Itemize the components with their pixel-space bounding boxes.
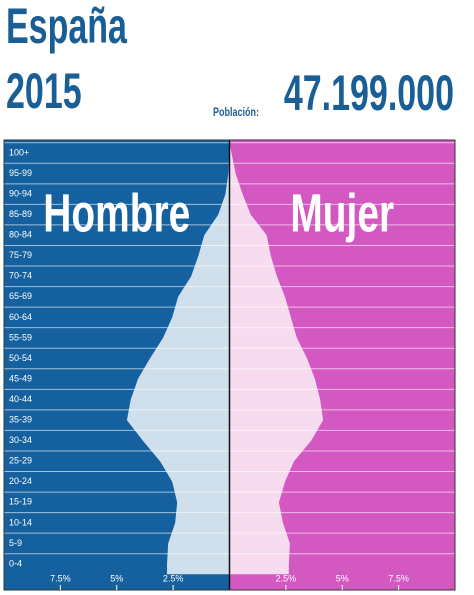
year: 2015 [6,64,82,120]
age-label: 85-89 [9,209,32,219]
age-label: 35-39 [9,415,32,425]
age-label: 95-99 [9,168,32,178]
age-label: 5-9 [9,538,22,548]
age-label: 65-69 [9,291,32,301]
age-label: 10-14 [9,517,32,527]
age-label: 45-49 [9,373,32,383]
x-tick-label: 5% [336,573,349,583]
x-tick-label: 5% [110,573,123,583]
x-tick-label: 2.5% [276,573,297,583]
age-label: 20-24 [9,476,32,486]
age-label: 50-54 [9,353,32,363]
population: 47.199.000 [284,66,454,122]
age-label: 25-29 [9,456,32,466]
population-label: Población: [213,106,259,120]
age-label: 40-44 [9,394,32,404]
age-label: 70-74 [9,271,32,281]
population-area [126,142,230,575]
age-label: 90-94 [9,188,32,198]
age-label: 60-64 [9,312,32,322]
age-label: 15-19 [9,497,32,507]
age-label: 0-4 [9,558,22,568]
legend-label: Mujer [290,182,394,243]
x-tick-label: 2.5% [163,573,184,583]
age-label: 30-34 [9,435,32,445]
age-label: 75-79 [9,250,32,260]
x-tick-label: 7.5% [388,573,409,583]
x-tick-label: 7.5% [50,573,71,583]
population-area [229,142,324,575]
legend-label: Hombre [43,182,190,243]
age-label: 55-59 [9,332,32,342]
age-label: 100+ [9,147,29,157]
title: España [6,0,128,55]
frame [3,139,456,591]
age-label: 80-84 [9,230,32,240]
